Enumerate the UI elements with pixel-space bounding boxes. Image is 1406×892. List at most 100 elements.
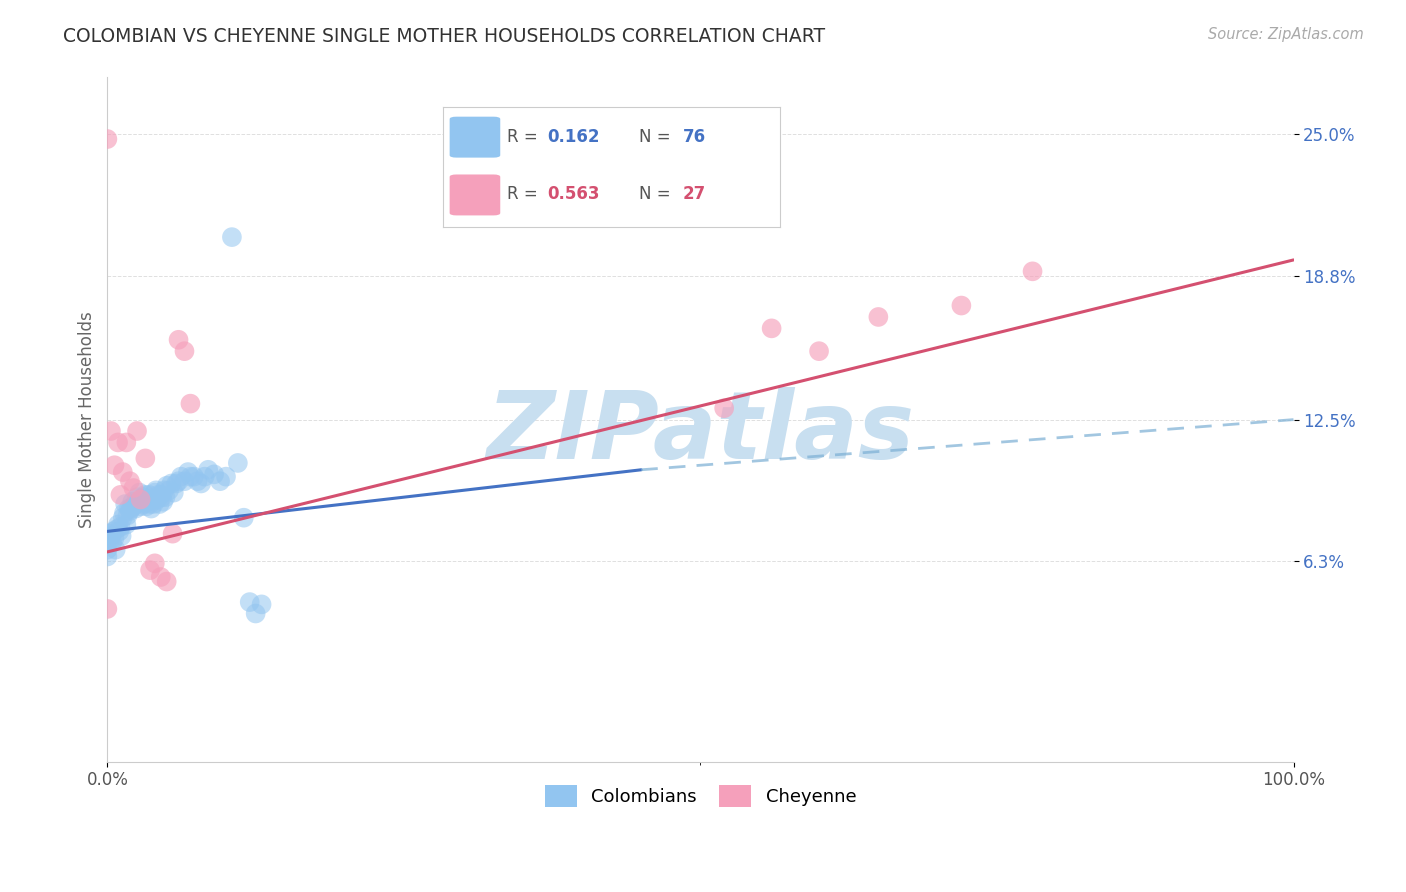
Point: [107, 435, 129, 450]
Point: [950, 299, 973, 313]
Point: [122, 481, 145, 495]
Point: [186, 474, 208, 488]
Point: [142, 497, 165, 511]
Point: [129, 492, 152, 507]
FancyBboxPatch shape: [450, 117, 501, 158]
Point: [118, 504, 141, 518]
Point: [108, 524, 131, 539]
Point: [173, 474, 195, 488]
Text: Source: ZipAtlas.com: Source: ZipAtlas.com: [1208, 27, 1364, 42]
Point: [103, 531, 125, 545]
Point: [125, 424, 148, 438]
Point: [183, 469, 205, 483]
Point: [226, 456, 249, 470]
Point: [131, 492, 153, 507]
Point: [118, 501, 141, 516]
Point: [162, 526, 184, 541]
Y-axis label: Single Mother Households: Single Mother Households: [79, 311, 96, 528]
Point: [138, 488, 160, 502]
Point: [232, 510, 254, 524]
Point: [120, 501, 142, 516]
Text: 0.162: 0.162: [547, 128, 600, 145]
Point: [167, 474, 190, 488]
Point: [141, 501, 163, 516]
Point: [118, 474, 141, 488]
Point: [761, 321, 783, 335]
Point: [1021, 264, 1043, 278]
Point: [215, 469, 238, 483]
Point: [96, 531, 118, 545]
Point: [165, 476, 187, 491]
Point: [808, 344, 831, 359]
Point: [114, 497, 136, 511]
Point: [148, 488, 170, 502]
Point: [149, 570, 172, 584]
Point: [111, 465, 134, 479]
Point: [190, 476, 212, 491]
Point: [128, 485, 150, 500]
Point: [111, 510, 134, 524]
Point: [96, 542, 118, 557]
Point: [100, 424, 122, 438]
Point: [177, 465, 200, 479]
Point: [141, 492, 163, 507]
Point: [96, 132, 118, 146]
Point: [170, 469, 193, 483]
Legend: Colombians, Cheyenne: Colombians, Cheyenne: [537, 778, 863, 814]
Point: [96, 549, 118, 564]
Point: [136, 494, 159, 508]
Point: [115, 517, 138, 532]
Point: [115, 435, 138, 450]
Point: [124, 497, 146, 511]
Text: 76: 76: [682, 128, 706, 145]
Point: [179, 469, 201, 483]
Point: [239, 595, 262, 609]
Point: [122, 500, 145, 514]
Point: [132, 490, 155, 504]
Text: R =: R =: [508, 128, 543, 145]
Point: [149, 488, 172, 502]
Text: N =: N =: [638, 128, 675, 145]
Point: [104, 542, 127, 557]
Point: [868, 310, 890, 324]
Text: COLOMBIAN VS CHEYENNE SINGLE MOTHER HOUSEHOLDS CORRELATION CHART: COLOMBIAN VS CHEYENNE SINGLE MOTHER HOUS…: [63, 27, 825, 45]
Point: [98, 533, 121, 548]
Point: [194, 469, 217, 483]
Point: [167, 333, 190, 347]
Point: [127, 494, 149, 508]
Point: [110, 520, 132, 534]
Point: [135, 500, 157, 514]
Point: [157, 483, 180, 498]
Point: [143, 485, 166, 500]
Point: [152, 494, 174, 508]
Point: [155, 490, 177, 504]
Point: [125, 501, 148, 516]
Point: [139, 497, 162, 511]
Point: [112, 506, 135, 520]
Point: [134, 497, 156, 511]
Point: [96, 602, 118, 616]
Point: [134, 488, 156, 502]
Point: [713, 401, 735, 416]
Text: 0.563: 0.563: [547, 186, 600, 203]
Point: [146, 492, 169, 507]
Point: [105, 522, 128, 536]
Point: [117, 508, 139, 523]
Point: [110, 488, 132, 502]
Point: [97, 526, 120, 541]
Point: [153, 483, 176, 498]
Point: [121, 494, 143, 508]
Point: [110, 529, 132, 543]
Point: [103, 524, 125, 539]
Point: [209, 474, 232, 488]
Point: [100, 529, 122, 543]
Point: [156, 574, 179, 589]
Point: [179, 397, 201, 411]
Point: [148, 497, 170, 511]
Point: [145, 483, 167, 498]
Point: [107, 517, 129, 532]
Point: [202, 467, 225, 482]
Point: [250, 598, 273, 612]
Point: [163, 485, 186, 500]
Point: [221, 230, 243, 244]
